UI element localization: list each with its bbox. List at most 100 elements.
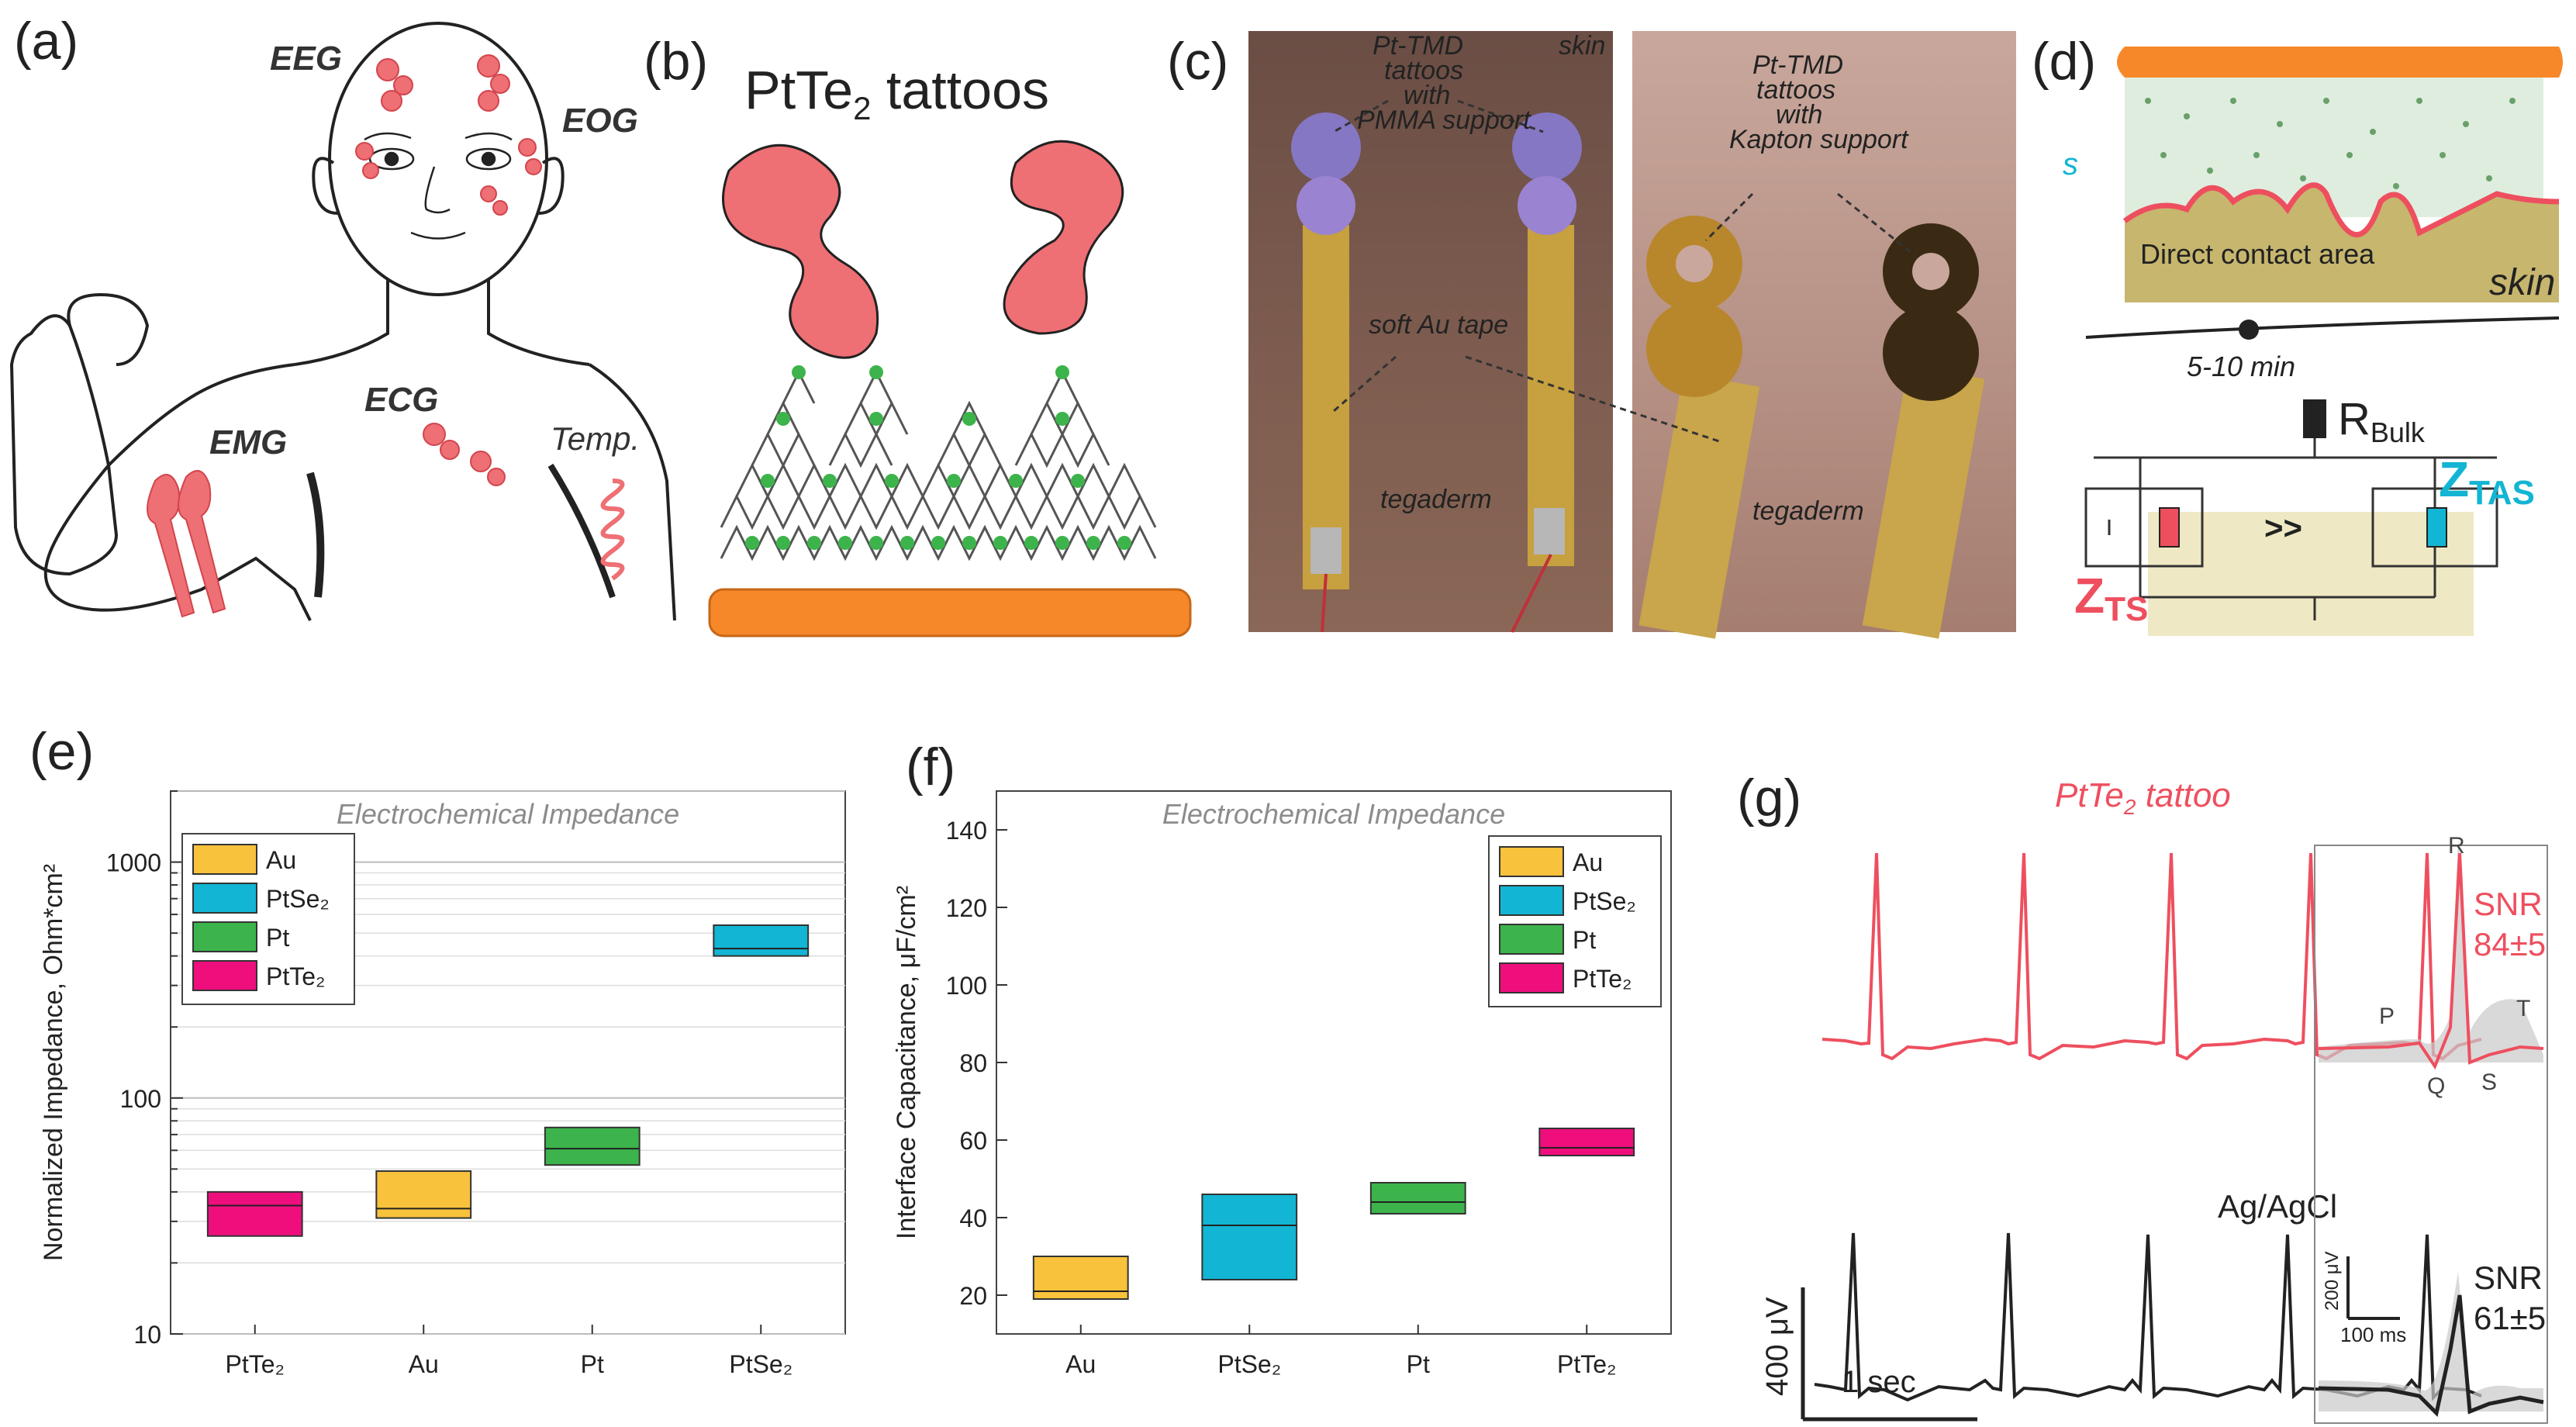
y-tick-label: 10: [133, 1321, 161, 1349]
legend-swatch-2: [1499, 924, 1564, 955]
panel-label-e: (e): [29, 722, 95, 781]
c-note-left-1: Pt-TMD: [1373, 31, 1463, 60]
d-label-skin: skin: [2489, 262, 2555, 303]
panel-c-overlays: Pt-TMD tattoos with PMMA support skin so…: [1291, 31, 1985, 639]
g-wave-t: T: [2516, 996, 2530, 1021]
c-note-skin: skin: [1559, 31, 1605, 60]
g-snr2-b: 61±5: [2474, 1300, 2546, 1336]
d-label-s: s: [2063, 147, 2078, 181]
lattice-structure: [720, 369, 1157, 561]
y-tick-label: 60: [959, 1127, 987, 1155]
ear-left: [312, 157, 338, 215]
d-lattice-region: [2125, 78, 2543, 217]
x-tick-label: Au: [1065, 1350, 1096, 1378]
y-tick-label: 20: [959, 1282, 987, 1310]
temp-tattoo: [600, 479, 625, 581]
label-eeg: EEG: [270, 40, 342, 78]
d-label-time: 5-10 min: [2187, 351, 2295, 382]
d-time-dot: [2239, 320, 2259, 340]
y-tick-label: 100: [120, 1085, 161, 1113]
panel-label-g: (g): [1737, 769, 1802, 828]
c-note-right-4: Kapton support: [1729, 125, 1909, 154]
y-tick-label: 140: [946, 817, 987, 845]
d-lattice-dots: [2145, 98, 2516, 189]
legend-label-1: PtSe₂: [266, 885, 330, 913]
panel-label-d: (d): [2032, 32, 2097, 91]
box-3: [713, 924, 810, 957]
g-inset-t: 100 ms: [2340, 1323, 2406, 1346]
c-note-au-tape: soft Au tape: [1369, 310, 1508, 340]
d-label-r: RBulk: [2338, 394, 2426, 448]
y-tick-label: 1000: [106, 849, 161, 877]
d-time-line: [2085, 316, 2560, 339]
d-label-ztas: ZTAS: [2439, 451, 2535, 512]
bicep: [9, 314, 119, 576]
legend-swatch-3: [1499, 962, 1564, 993]
legend-swatch-3: [192, 960, 257, 991]
chart-title: Electrochemical Impedance: [337, 798, 679, 830]
panel-d-illustration: s Direct contact area skin 5-10 min RBul…: [2063, 47, 2563, 636]
label-emg: EMG: [209, 423, 287, 461]
g-inset-avg-top: [2318, 852, 2544, 1070]
g-wave-r: R: [2448, 833, 2465, 859]
chart-title: Electrochemical Impedance: [1162, 798, 1505, 830]
d-skin-region: [2125, 185, 2559, 302]
y-axis-label: Interface Capacitance, μF/cm²: [892, 886, 921, 1239]
panel-b-title: PtTe2 tattoos: [744, 60, 1049, 126]
c-note-right-1: Pt-TMD: [1752, 50, 1843, 80]
y-tick-label: 120: [946, 894, 987, 922]
legend-label-3: PtTe₂: [266, 962, 325, 990]
eeg-tattoo-left: [376, 58, 413, 112]
box-2: [544, 1126, 641, 1166]
c-note-left-4: PMMA support: [1357, 105, 1531, 135]
eyebrow-right: [464, 132, 513, 141]
c-note-left-3: with: [1404, 81, 1450, 110]
d-top-substrate: [2117, 47, 2563, 78]
panel-label-a: (a): [14, 12, 79, 71]
armpit-line: [306, 472, 325, 598]
d-zts-resistor: [2159, 507, 2180, 548]
g-scale-t: 1 sec: [1842, 1365, 1916, 1399]
g-inset-v: 200 μV: [2322, 1251, 2343, 1311]
ecg-tattoo-1: [423, 423, 460, 460]
eye-right: [465, 147, 512, 171]
eeg-tattoo-right: [477, 54, 510, 112]
box-0: [206, 1190, 303, 1237]
x-tick-label: Pt: [1407, 1350, 1430, 1378]
emg-tattoo-2: [178, 470, 226, 614]
legend-swatch-1: [192, 883, 257, 914]
substrate-bar: [708, 588, 1192, 637]
panel-b-illustration: PtTe2 tattoos: [708, 60, 1192, 637]
emg-tattoo-1: [147, 474, 195, 618]
c-note-left-2: tattoos: [1384, 56, 1463, 85]
g-wave-s: S: [2481, 1069, 2497, 1095]
shoulder-arm: [588, 363, 676, 621]
g-ref-label: Ag/AgCl: [2218, 1188, 2337, 1225]
neck: [294, 279, 590, 366]
d-ztas-resistor: [2426, 507, 2447, 548]
right-armpit-line: [547, 463, 616, 599]
box-2: [1369, 1182, 1466, 1215]
x-tick-label: PtSe₂: [729, 1350, 792, 1378]
d-label-gg: >>: [2264, 510, 2302, 546]
panel-label-f: (f): [906, 738, 956, 796]
legend-label-3: PtTe₂: [1573, 965, 1632, 993]
c-note-right-2: tattoos: [1756, 75, 1835, 105]
x-tick-label: PtSe₂: [1217, 1350, 1281, 1378]
d-skin-block: [2148, 512, 2474, 636]
g-title: PtTe2 tattoo: [2055, 776, 2231, 819]
eye-left: [368, 147, 415, 171]
legend-swatch-2: [192, 921, 257, 952]
legend-swatch-0: [1499, 846, 1564, 877]
legend-label-2: Pt: [266, 924, 289, 952]
y-tick-label: 40: [959, 1204, 987, 1232]
d-label-contact: Direct contact area: [2140, 238, 2375, 270]
legend-label-2: Pt: [1573, 926, 1596, 954]
g-wave-q: Q: [2427, 1073, 2445, 1099]
torso-outline: [43, 363, 312, 621]
fist: [67, 292, 150, 366]
c-note-tegaderm-right: tegaderm: [1752, 496, 1864, 526]
g-inset-avg-bottom: [2318, 1294, 2544, 1417]
x-tick-label: Pt: [581, 1350, 604, 1378]
legend-label-1: PtSe₂: [1573, 887, 1636, 915]
